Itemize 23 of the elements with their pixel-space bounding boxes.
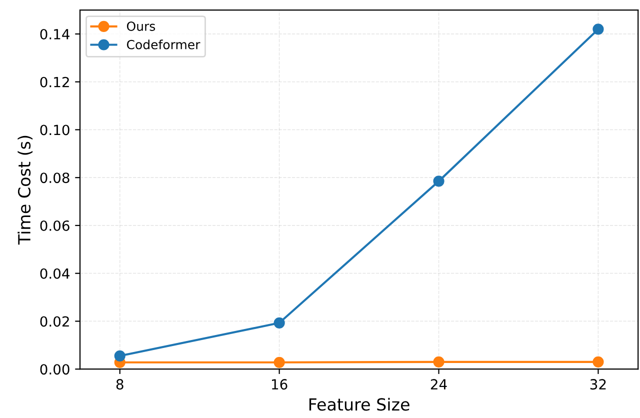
y-tick-label: 0.04 xyxy=(40,268,70,279)
x-axis-title: Feature Size xyxy=(309,398,410,411)
x-tick-label: 32 xyxy=(590,379,606,390)
y-tick-label: 0.02 xyxy=(40,316,69,327)
y-tick-label: 0.00 xyxy=(40,364,70,375)
point xyxy=(114,350,126,362)
point xyxy=(274,356,285,368)
legend-label: Ours xyxy=(126,22,156,31)
point xyxy=(592,24,604,35)
point xyxy=(274,317,285,328)
x-tick-label: 8 xyxy=(116,379,124,390)
x-tick-label: 24 xyxy=(430,379,447,390)
y-tick-label: 0.10 xyxy=(40,124,70,136)
point xyxy=(433,356,444,368)
legend-label: Codeformer xyxy=(126,40,200,50)
point xyxy=(433,176,444,187)
point xyxy=(592,356,604,368)
y-tick-label: 0.08 xyxy=(40,172,70,184)
y-axis-title: Time Cost (s) xyxy=(18,136,33,245)
y-tick-label: 0.06 xyxy=(40,220,70,231)
x-tick-label: 16 xyxy=(272,379,288,390)
y-tick-label: 0.12 xyxy=(40,76,69,88)
y-tick-label: 0.14 xyxy=(40,28,70,40)
